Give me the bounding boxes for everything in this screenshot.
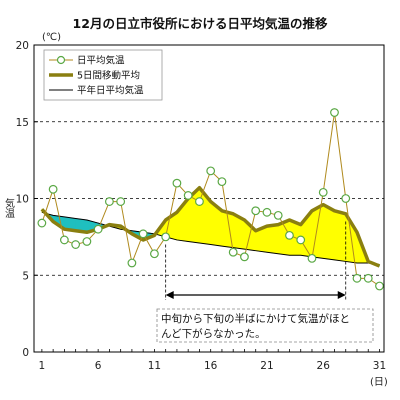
point-daily-day-17 [217, 177, 227, 187]
point-daily-day-19 [240, 252, 249, 262]
point-daily-day-15 [195, 197, 204, 206]
y-unit-label: (℃) [42, 32, 61, 43]
point-daily-day-12 [161, 232, 171, 242]
legend-label-moving-average: 5日間移動平均 [77, 70, 140, 82]
point-daily-day-14 [183, 191, 193, 200]
point-daily-day-23 [285, 230, 294, 240]
tick-label-y-10: 10 [16, 194, 29, 206]
chart-title: 12月の日立市役所における日平均気温の推移 [73, 16, 328, 31]
point-daily-day-3 [59, 235, 69, 245]
point-daily-day-26 [318, 187, 328, 197]
point-daily-day-2 [48, 184, 58, 194]
annotation-text-line1: 中旬から下旬の半ばにかけて気温がほと [161, 312, 350, 325]
point-daily-day-28 [341, 194, 351, 203]
point-daily-day-4 [71, 240, 81, 249]
point-daily-day-24 [296, 235, 306, 245]
fill-above-normal-20 [334, 210, 347, 262]
annotation-box [156, 308, 374, 343]
point-daily-day-22 [273, 210, 283, 220]
y-axis-label: 気温 [3, 197, 15, 218]
tick-label-y-20: 20 [16, 40, 29, 52]
fill-above-normal-14 [266, 224, 279, 255]
point-daily-day-11 [150, 249, 159, 259]
tick-label-y-15: 15 [16, 117, 29, 129]
annotation-text-line2: んど下がらなかった。 [161, 327, 266, 340]
legend: 日平均気温 5日間移動平均 平年日平均気温 [43, 49, 163, 101]
annotation-arrowhead-left [165, 291, 174, 299]
series-line-normal [41, 211, 380, 266]
point-daily-day-5 [82, 237, 92, 246]
annotation-arrowhead-right [337, 291, 346, 299]
point-daily-day-7 [105, 197, 114, 206]
point-daily-day-30 [363, 273, 373, 283]
tick-label-y-5: 5 [22, 270, 29, 282]
point-daily-day-16 [206, 166, 216, 176]
x-unit-label: (日) [370, 377, 388, 388]
tick-label-y-0: 0 [22, 347, 29, 359]
legend-label-daily: 日平均気温 [77, 55, 125, 67]
point-daily-day-21 [262, 207, 272, 217]
point-daily-day-31 [375, 281, 384, 291]
tick-label-x-6: 6 [95, 360, 102, 372]
tick-label-x-1: 1 [39, 360, 46, 372]
point-daily-day-8 [116, 197, 126, 206]
point-daily-day-1 [37, 218, 47, 228]
point-daily-day-18 [228, 247, 238, 257]
point-daily-day-6 [93, 224, 103, 234]
point-daily-day-10 [138, 229, 148, 239]
tick-label-x-11: 11 [148, 360, 161, 372]
legend-marker-daily [56, 55, 66, 65]
fill-above-normal-19 [322, 204, 335, 261]
tick-label-x-16: 16 [204, 360, 218, 372]
annotation: 中旬から下旬の半ばにかけて気温がほと んど下がらなかった。 [156, 221, 374, 343]
point-daily-day-20 [251, 206, 261, 216]
point-daily-day-25 [307, 253, 317, 263]
point-daily-day-29 [352, 273, 362, 283]
tick-label-x-31: 31 [373, 360, 386, 372]
tick-label-x-26: 26 [317, 360, 331, 372]
point-daily-day-27 [330, 108, 339, 117]
point-daily-day-13 [172, 178, 182, 188]
point-daily-day-9 [127, 258, 137, 268]
tick-label-x-21: 21 [260, 360, 273, 372]
legend-label-normal: 平年日平均気温 [77, 85, 144, 97]
